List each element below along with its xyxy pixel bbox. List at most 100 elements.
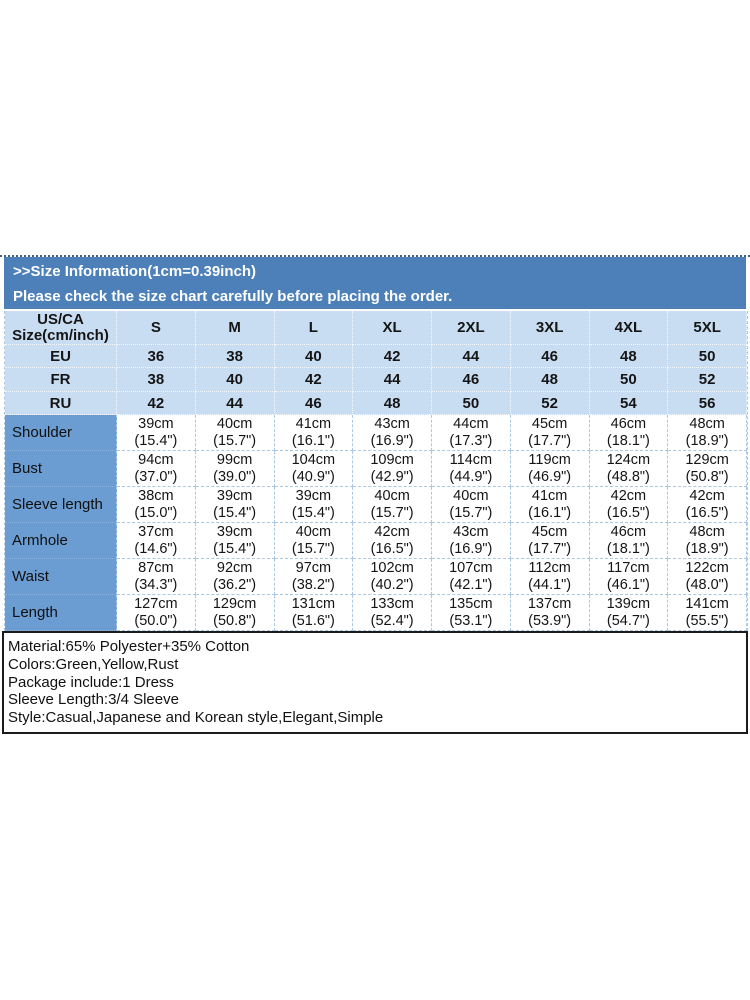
region-value-cell: 52 [510,392,590,415]
value-cm: 38cm [138,487,174,504]
corner-label-line2: Size(cm/inch) [12,326,109,344]
measurement-value-cell: 40cm (15.7") [353,487,432,523]
value-cm: 40cm [216,415,253,432]
value-cm: 46cm [610,415,647,432]
value-inch: (50.8") [685,468,729,485]
size-info-subtitle: Please check the size chart carefully be… [13,288,453,305]
measurement-value-cell: 129cm (50.8") [668,451,747,487]
region-value-cell: 42 [117,392,196,415]
value-inch: (16.5") [370,540,414,557]
value-cm: 40cm [295,523,332,540]
value-inch: (16.9") [449,540,493,557]
value-cm: 41cm [531,487,568,504]
value-inch: (15.4") [213,540,257,557]
value-cm: 42cm [374,523,410,540]
measurement-label-cell: Sleeve length [5,487,117,523]
value-inch: (16.5") [606,504,650,521]
size-header-cell: M [195,311,275,345]
value-inch: (15.0") [134,504,178,521]
value-inch: (15.7") [370,504,414,521]
value-cm: 94cm [138,451,174,468]
value-inch: (16.1") [291,432,335,449]
value-cm: 97cm [295,559,332,576]
measurement-label-cell: Shoulder [5,415,117,451]
measurement-value-cell: 39cm (15.4") [195,487,275,523]
measurement-value-cell: 135cm (53.1") [432,595,511,631]
region-value-cell: 36 [117,345,196,368]
value-inch: (55.5") [685,612,729,629]
measurement-value-cell: 43cm (16.9") [353,415,432,451]
product-info-line: Material:65% Polyester+35% Cotton [8,638,250,655]
value-cm: 117cm [607,559,650,576]
value-cm: 129cm [685,451,729,468]
measurement-value-cell: 124cm (48.8") [589,451,669,487]
measurement-value-cell: 40cm (15.7") [195,415,275,451]
value-inch: (54.7") [606,612,650,629]
region-value-cell: 40 [274,345,354,368]
value-inch: (51.6") [291,612,335,629]
value-cm: 109cm [370,451,414,468]
value-inch: (50.8") [213,612,257,629]
size-header-cell: XL [353,311,432,345]
region-value-cell: 44 [195,392,275,415]
measurement-value-cell: 43cm (16.9") [432,523,511,559]
size-header-cell: 5XL [668,311,747,345]
region-label-cell: EU [5,345,117,368]
size-header-cell: 4XL [589,311,669,345]
value-cm: 92cm [216,559,253,576]
value-cm: 99cm [216,451,253,468]
region-value-cell: 52 [668,368,747,392]
value-inch: (34.3") [134,576,178,593]
region-value-cell: 44 [432,345,511,368]
region-value-cell: 42 [353,345,432,368]
value-cm: 45cm [531,523,568,540]
value-inch: (18.1") [606,432,650,449]
value-cm: 43cm [374,415,410,432]
region-value-cell: 46 [432,368,511,392]
measurement-value-cell: 39cm (15.4") [274,487,354,523]
value-cm: 37cm [138,523,174,540]
value-cm: 102cm [370,559,414,576]
measurement-value-cell: 46cm (18.1") [589,415,669,451]
region-value-cell: 50 [432,392,511,415]
value-cm: 124cm [606,451,651,468]
value-inch: (14.6") [134,540,178,557]
measurement-value-cell: 42cm (16.5") [668,487,747,523]
measurement-value-cell: 42cm (16.5") [353,523,432,559]
measurement-label-cell: Armhole [5,523,117,559]
value-cm: 107cm [449,559,493,576]
value-inch: (18.9") [685,432,729,449]
value-cm: 114cm [449,451,493,468]
region-label-cell: FR [5,368,117,392]
region-value-cell: 48 [589,345,669,368]
region-value-cell: 38 [117,368,196,392]
value-inch: (17.7") [528,540,572,557]
value-cm: 133cm [370,595,414,612]
product-info-line: Style:Casual,Japanese and Korean style,E… [8,709,384,727]
value-inch: (18.1") [606,540,650,557]
value-inch: (40.9") [291,468,335,485]
value-cm: 48cm [689,415,725,432]
value-cm: 119cm [528,451,571,468]
measurement-value-cell: 97cm (38.2") [274,559,354,595]
measurement-value-cell: 119cm (46.9") [510,451,590,487]
value-inch: (15.7") [213,432,257,449]
value-inch: (18.9") [685,540,729,557]
measurement-value-cell: 139cm (54.7") [589,595,669,631]
measurement-value-cell: 44cm (17.3") [432,415,511,451]
value-cm: 41cm [295,415,332,432]
measurement-value-cell: 37cm (14.6") [117,523,196,559]
value-inch: (39.0") [213,468,257,485]
value-cm: 39cm [216,523,253,540]
measurement-value-cell: 92cm (36.2") [195,559,275,595]
measurement-value-cell: 42cm (16.5") [589,487,669,523]
value-cm: 42cm [689,487,725,504]
value-inch: (16.1") [528,504,572,521]
value-cm: 40cm [374,487,410,504]
region-value-cell: 50 [589,368,669,392]
region-value-cell: 38 [195,345,275,368]
size-chart-table: US/CA Size(cm/inch) S M L XL 2XL 3XL 4XL 5XL EU 36 3… [4,311,748,631]
size-header-cell: L [274,311,354,345]
value-inch: (44.1") [528,576,572,593]
